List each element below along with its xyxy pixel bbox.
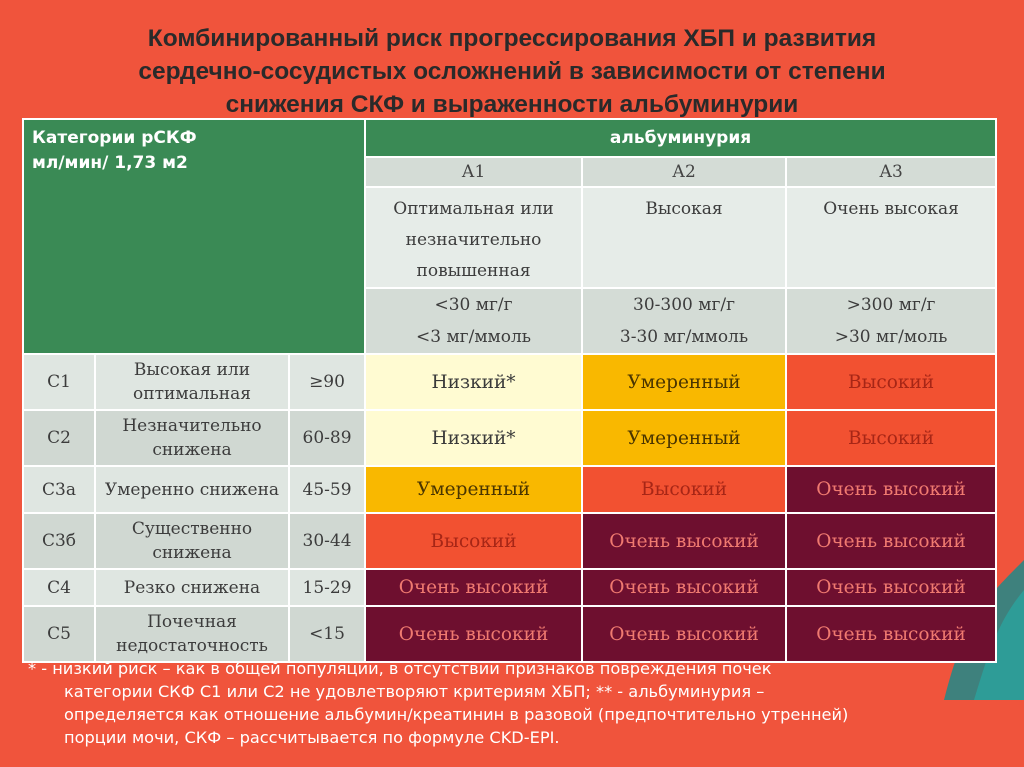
- gfr-value: ≥90: [287, 353, 367, 411]
- risk-cell: Низкий*: [364, 353, 584, 411]
- gfr-label: Почечная недостаточность: [94, 605, 290, 663]
- albumin-range-line: >30 мг/моль: [834, 327, 948, 347]
- gfr-label-line: Незначительно: [122, 416, 262, 436]
- footnote-line: * - низкий риск – как в общей популяции,…: [28, 659, 772, 678]
- albumin-description: Очень высокая: [785, 186, 998, 289]
- albumin-description: Высокая: [581, 186, 788, 289]
- risk-cell: Высокий: [785, 409, 998, 467]
- gfr-code: С3б: [22, 512, 96, 570]
- title-line: сердечно-сосудистых осложнений в зависим…: [138, 58, 886, 85]
- risk-cell: Высокий: [785, 353, 998, 411]
- albumin-range-line: >300 мг/г: [846, 295, 936, 315]
- albumin-desc-line: повышенная: [416, 261, 531, 281]
- title-line: Комбинированный риск прогрессирования ХБ…: [147, 25, 877, 52]
- title-line: снижения СКФ и выраженности альбуминурии: [225, 91, 799, 118]
- albuminuria-header: альбуминурия: [364, 118, 998, 158]
- albumin-range-line: 3-30 мг/ммоль: [619, 327, 749, 347]
- gfr-value: 60-89: [287, 409, 367, 467]
- table-row: С2 Незначительно снижена 60-89 Низкий* У…: [22, 409, 998, 467]
- gfr-label-line: Существенно: [131, 519, 253, 539]
- albumin-range-line: <30 мг/г: [434, 295, 513, 315]
- albumin-range-line: <3 мг/ммоль: [416, 327, 532, 347]
- gfr-label-line: Почечная: [147, 612, 237, 632]
- albumin-desc-line: Очень высокая: [823, 199, 959, 219]
- risk-cell: Очень высокий: [581, 568, 788, 607]
- gfr-label: Высокая или оптимальная: [94, 353, 290, 411]
- gfr-label: Существенно снижена: [94, 512, 290, 570]
- gfr-value: <15: [287, 605, 367, 663]
- risk-cell: Высокий: [581, 465, 788, 514]
- footnote-line: определяется как отношение альбумин/креа…: [64, 705, 849, 724]
- risk-cell: Умеренный: [581, 409, 788, 467]
- albumin-desc-line: Высокая: [645, 199, 723, 219]
- gfr-code: С2: [22, 409, 96, 467]
- gfr-label: Умеренно снижена: [94, 465, 290, 514]
- gfr-label-line: Умеренно снижена: [104, 479, 280, 500]
- risk-cell: Очень высокий: [364, 605, 584, 663]
- gfr-value: 45-59: [287, 465, 367, 514]
- gfr-label-line: Резко снижена: [123, 577, 261, 598]
- gfr-label-line: Высокая или: [133, 360, 251, 380]
- risk-cell: Низкий*: [364, 409, 584, 467]
- footnote-line: категории СКФ С1 или С2 не удовлетворяют…: [64, 682, 765, 701]
- albumin-desc-line: незначительно: [405, 230, 542, 250]
- gfr-value: 30-44: [287, 512, 367, 570]
- risk-cell: Очень высокий: [785, 512, 998, 570]
- risk-cell: Очень высокий: [364, 568, 584, 607]
- gfr-code: С3а: [22, 465, 96, 514]
- gfr-header-line: мл/мин/ 1,73 м2: [32, 153, 188, 173]
- risk-cell: Умеренный: [581, 353, 788, 411]
- gfr-label: Незначительно снижена: [94, 409, 290, 467]
- albumin-range: >300 мг/г >30 мг/моль: [785, 287, 998, 355]
- gfr-label-line: снижена: [152, 543, 232, 563]
- gfr-label-line: снижена: [152, 440, 232, 460]
- risk-cell: Очень высокий: [785, 568, 998, 607]
- albumin-range-line: 30-300 мг/г: [633, 295, 736, 315]
- gfr-code: С4: [22, 568, 96, 607]
- gfr-label-line: недостаточность: [116, 636, 268, 656]
- albumin-range: 30-300 мг/г 3-30 мг/ммоль: [581, 287, 788, 355]
- albumin-range: <30 мг/г <3 мг/ммоль: [364, 287, 584, 355]
- footnote-line: порции мочи, СКФ – рассчитывается по фор…: [64, 728, 560, 747]
- albumin-description: Оптимальная или незначительно повышенная: [364, 186, 584, 289]
- table-row: С5 Почечная недостаточность <15 Очень вы…: [22, 605, 998, 663]
- risk-cell: Умеренный: [364, 465, 584, 514]
- gfr-label: Резко снижена: [94, 568, 290, 607]
- risk-cell: Очень высокий: [581, 512, 788, 570]
- albumin-desc-line: Оптимальная или: [393, 199, 554, 219]
- risk-cell: Очень высокий: [785, 465, 998, 514]
- table-row: С3б Существенно снижена 30-44 Высокий Оч…: [22, 512, 998, 570]
- albumin-code: А2: [581, 156, 788, 188]
- albumin-code: А1: [364, 156, 584, 188]
- gfr-code: С1: [22, 353, 96, 411]
- gfr-header-line: Категории рСКФ: [32, 128, 197, 148]
- table-row: С1 Высокая или оптимальная ≥90 Низкий* У…: [22, 353, 998, 411]
- gfr-label-line: оптимальная: [133, 384, 251, 404]
- risk-cell: Высокий: [364, 512, 584, 570]
- gfr-header-cell: Категории рСКФ мл/мин/ 1,73 м2: [21, 118, 367, 355]
- gfr-code: С5: [22, 605, 96, 663]
- albumin-code: А3: [785, 156, 998, 188]
- slide-title: Комбинированный риск прогрессирования ХБ…: [0, 22, 1024, 121]
- footnote: * - низкий риск – как в общей популяции,…: [28, 657, 1008, 749]
- risk-cell: Очень высокий: [785, 605, 998, 663]
- table-row: С4 Резко снижена 15-29 Очень высокий Оче…: [22, 568, 998, 607]
- table-row: С3а Умеренно снижена 45-59 Умеренный Выс…: [22, 465, 998, 514]
- gfr-value: 15-29: [287, 568, 367, 607]
- risk-table: Категории рСКФ мл/мин/ 1,73 м2 альбумину…: [21, 118, 998, 663]
- risk-cell: Очень высокий: [581, 605, 788, 663]
